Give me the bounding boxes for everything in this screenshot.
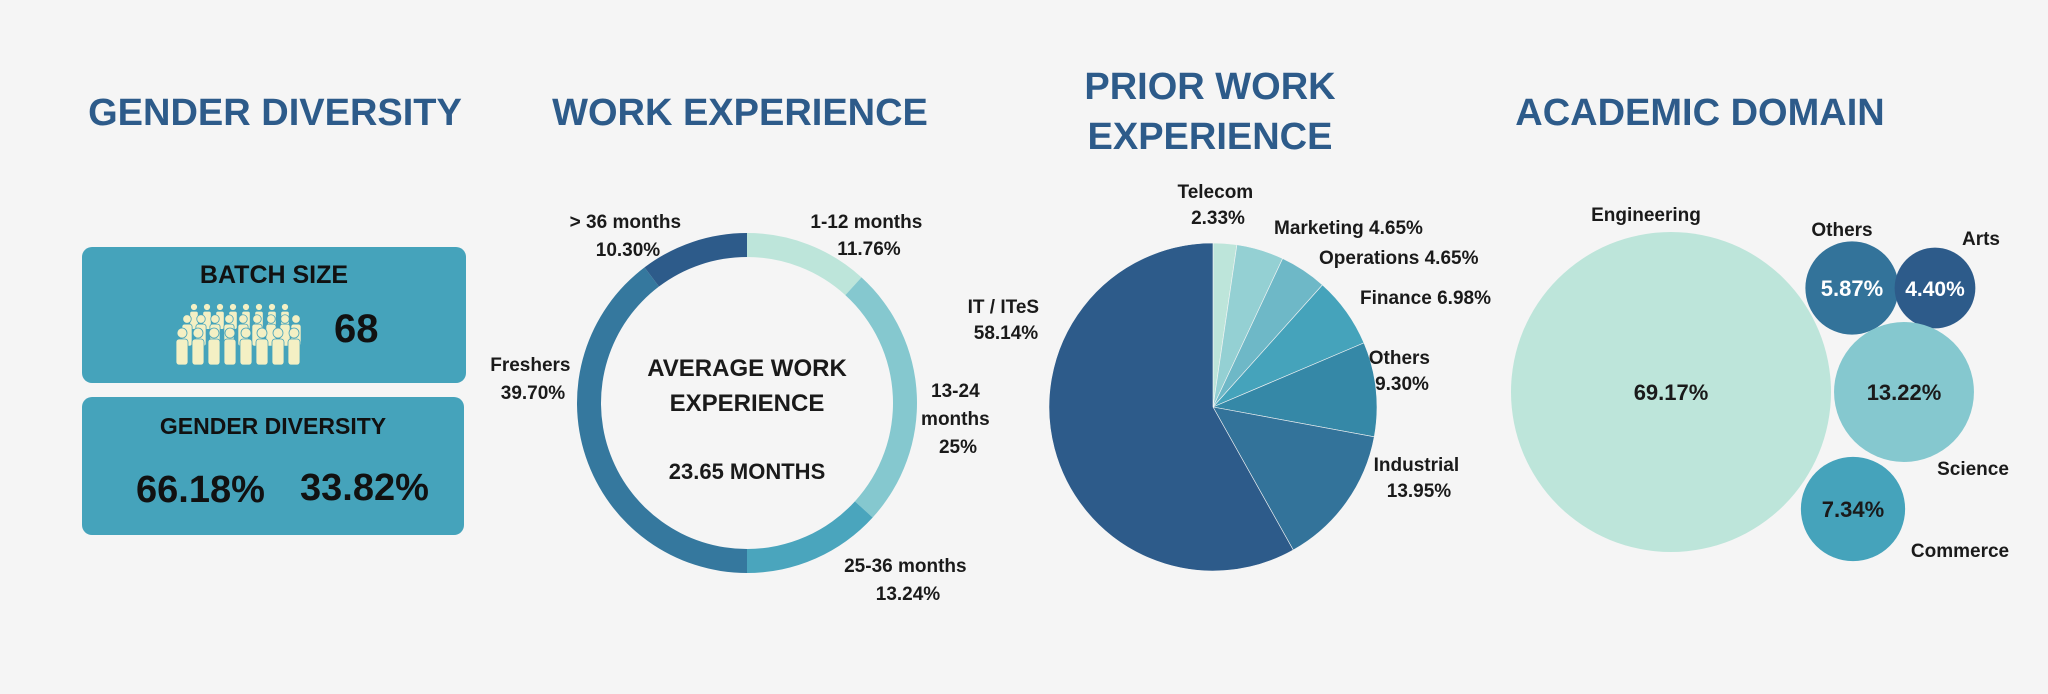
bubble-label-science: Science [1937,459,2009,480]
pie-label-finance: Finance 6.98% [1360,288,1491,309]
pie-slice-telecom [1212,242,1238,408]
bubble-label-arts: Arts [1962,229,2000,250]
donut-label-36plus: > 36 months 10.30% [570,212,687,261]
pie-slice-it-ites [1048,242,1294,572]
bubble-others [1805,241,1899,335]
bubble-value-others: 5.87% [1821,276,1883,301]
gender-value-1: 66.18% [136,469,265,511]
pie-label-operations: Operations 4.65% [1319,248,1479,269]
batch-size-card: BATCH SIZE 68 [82,247,466,383]
donut-label-1-12: 1-12 months 11.76% [810,212,927,260]
bubble-category-labels: Engineering Others Arts Science Commerce [1591,205,2009,562]
batch-size-value: 68 [334,307,379,351]
prior-title-line1: PRIOR WORK [1084,66,1336,108]
donut-segment-36-months [644,233,747,287]
pie-slice-marketing [1212,244,1284,408]
pie-slice-industrial [1212,406,1375,551]
pie-slice-operations [1212,258,1323,408]
bubble-engineering [1511,232,1831,552]
pie-label-telecom: Telecom 2.33% [1178,182,1259,229]
bubble-label-engineering: Engineering [1591,205,1701,226]
people-group-icon [175,303,302,366]
pie-slice-others [1211,342,1378,438]
donut-center-value: 23.65 MONTHS [669,459,826,484]
gender-diversity-card: GENDER DIVERSITY 66.18% 33.82% [82,397,464,535]
batch-size-label: BATCH SIZE [199,261,349,289]
academic-domain-title: ACADEMIC DOMAIN [1515,92,1885,134]
bubble-value-science: 13.22% [1867,380,1942,405]
donut-segment-25-36-months [747,501,873,573]
pie-label-others: Others 9.30% [1369,348,1436,395]
bubble-label-commerce: Commerce [1911,541,2009,562]
pie-label-industrial: Industrial 13.95% [1374,455,1465,502]
bubble-commerce [1800,456,1906,562]
bubble-label-others: Others [1811,220,1872,241]
donut-label-freshers: Freshers 39.70% [490,355,576,404]
prior-work-experience-title: PRIOR WORK EXPERIENCE [1040,62,1380,162]
work-experience-title: WORK EXPERIENCE [552,92,928,134]
bubble-science [1834,322,1974,462]
prior-work-pie [1048,242,1378,572]
pie-label-it: IT / ITeS 58.14% [968,297,1045,344]
bubble-value-engineering: 69.17% [1634,380,1709,405]
donut-labels: 1-12 months 11.76% 13-24 months 25% 25-3… [490,212,995,605]
work-experience-donut [576,233,917,573]
donut-segment-1-12-months [747,233,862,296]
pie-label-marketing: Marketing 4.65% [1274,218,1423,239]
gender-value-2: 33.82% [300,467,429,509]
bubble-arts [1894,247,1976,329]
prior-title-line2: EXPERIENCE [1087,116,1333,158]
gender-card-label: GENDER DIVERSITY [159,413,387,439]
bubble-value-arts: 4.40% [1905,278,1965,301]
gender-diversity-title: GENDER DIVERSITY [88,92,462,134]
donut-center-line1: AVERAGE WORK [647,355,847,382]
pie-slice-finance [1212,284,1365,408]
pie-labels: Telecom 2.33% Marketing 4.65% Operations… [968,182,1491,502]
donut-center-text: AVERAGE WORK EXPERIENCE 23.65 MONTHS [647,355,847,484]
donut-segment-freshers [576,267,747,573]
academic-domain-bubbles: 69.17% 5.87% 4.40% 13.22% 7.34% [1511,232,1976,562]
donut-label-25-36: 25-36 months 13.24% [844,556,972,605]
donut-center-line2: EXPERIENCE [670,390,825,417]
bubble-value-commerce: 7.34% [1822,497,1884,522]
donut-label-13-24: 13-24 months 25% [921,381,995,458]
donut-segment-13-24-months [845,277,917,518]
